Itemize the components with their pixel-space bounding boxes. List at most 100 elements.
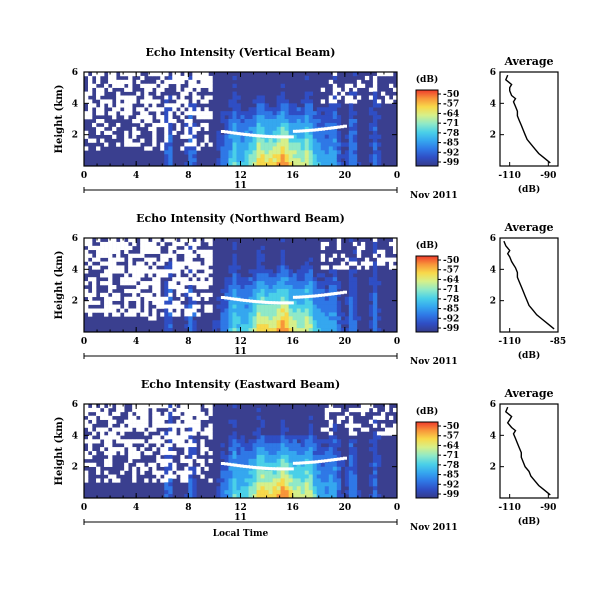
heatmap-cell (192, 146, 197, 151)
heatmap-cell (160, 83, 165, 88)
heatmap-cell (256, 316, 261, 321)
heatmap-cell (352, 119, 358, 124)
heatmap-cell (312, 466, 318, 471)
heatmap-cell (188, 265, 193, 270)
heatmap-trace (258, 134, 263, 138)
heatmap-cell (112, 431, 117, 436)
heatmap-cell (168, 300, 173, 305)
heatmap-cell (268, 435, 273, 440)
heatmap-trace (286, 467, 291, 471)
heatmap-cell (88, 423, 93, 428)
heatmap-cell (128, 308, 133, 313)
heatmap-cell (284, 447, 289, 452)
heatmap-cell (304, 273, 310, 278)
heatmap-cell (220, 478, 225, 483)
heatmap-cell (124, 300, 129, 305)
heatmap-cell (336, 138, 342, 143)
heatmap-cell (336, 494, 342, 499)
heatmap-cell (148, 273, 153, 278)
heatmap-cell (224, 138, 229, 143)
heatmap-cell (368, 462, 374, 467)
heatmap-cell (268, 277, 273, 282)
heatmap-cell (308, 119, 314, 124)
heatmap-cell (164, 454, 169, 460)
heatmap-cell (328, 115, 334, 120)
heatmap-cell (164, 478, 169, 483)
heatmap-cell (240, 285, 245, 290)
heatmap-cell (260, 277, 265, 282)
heatmap-cell (252, 474, 257, 479)
heatmap-trace (308, 460, 313, 464)
heatmap-cell (164, 292, 169, 298)
heatmap-cell (304, 261, 310, 266)
heatmap-cell (300, 478, 305, 483)
heatmap-cell (368, 95, 374, 100)
heatmap-cell (220, 324, 225, 329)
heatmap-cell (172, 241, 177, 247)
heatmap-cell (184, 466, 189, 471)
heatmap-cell (104, 427, 109, 432)
heatmap-cell (84, 300, 89, 305)
heatmap-cell (88, 292, 93, 298)
heatmap-cell (288, 281, 293, 286)
heatmap-cell (316, 154, 322, 159)
heatmap-cell (140, 292, 145, 298)
heatmap-cell (220, 300, 225, 305)
heatmap-cell (348, 312, 354, 317)
heatmap-cell (268, 115, 273, 120)
profile-title: Average (503, 221, 553, 234)
heatmap-cell (184, 423, 189, 428)
heatmap-cell (88, 75, 93, 81)
heatmap-cell (284, 494, 289, 499)
heatmap-cell (132, 134, 137, 139)
heatmap-cell (292, 316, 297, 321)
heatmap-cell (344, 300, 350, 305)
heatmap-cell (272, 304, 277, 309)
heatmap-cell (392, 245, 398, 251)
heatmap-cell (228, 324, 233, 329)
heatmap-cell (148, 95, 153, 100)
heatmap-trace (261, 134, 266, 138)
heatmap-cell (88, 103, 93, 108)
heatmap-cell (372, 454, 378, 460)
heatmap-cell (288, 458, 293, 464)
profile-line (504, 74, 551, 164)
heatmap-cell (188, 75, 193, 81)
heatmap-cell (160, 300, 165, 305)
heatmap-cell (184, 72, 189, 77)
heatmap-cell (148, 107, 153, 112)
heatmap-cell (268, 462, 273, 467)
heatmap-cell (280, 320, 285, 325)
heatmap-cell (128, 107, 133, 112)
heatmap-cell (296, 458, 301, 464)
heatmap-cell (152, 142, 157, 147)
heatmap-cell (276, 320, 281, 325)
heatmap-trace (274, 301, 279, 305)
heatmap-cell (368, 324, 374, 329)
heatmap-cell (160, 458, 165, 464)
heatmap-cell (200, 115, 205, 120)
heatmap-cell (164, 281, 169, 286)
heatmap-cell (336, 300, 342, 305)
heatmap-cell (196, 281, 201, 286)
heatmap-cell (196, 285, 201, 290)
heatmap-cell (332, 146, 338, 151)
heatmap-cell (192, 482, 197, 487)
heatmap-cell (272, 482, 277, 487)
heatmap-cell (352, 462, 358, 467)
heatmap-cell (312, 312, 318, 317)
heatmap-cell (236, 451, 241, 456)
heatmap-cell (256, 312, 261, 317)
heatmap-cell (324, 447, 330, 452)
heatmap-cell (144, 103, 149, 108)
heatmap-cell (164, 494, 169, 499)
heatmap-trace (252, 299, 257, 303)
x-tick-label: 16 (286, 337, 299, 347)
heatmap-cell (200, 462, 205, 467)
heatmap-trace (299, 461, 304, 465)
heatmap-cell (132, 142, 137, 147)
heatmap-cell (292, 443, 297, 448)
heatmap-cell (108, 447, 113, 452)
heatmap-cell (308, 158, 314, 163)
heatmap-cell (264, 462, 269, 467)
